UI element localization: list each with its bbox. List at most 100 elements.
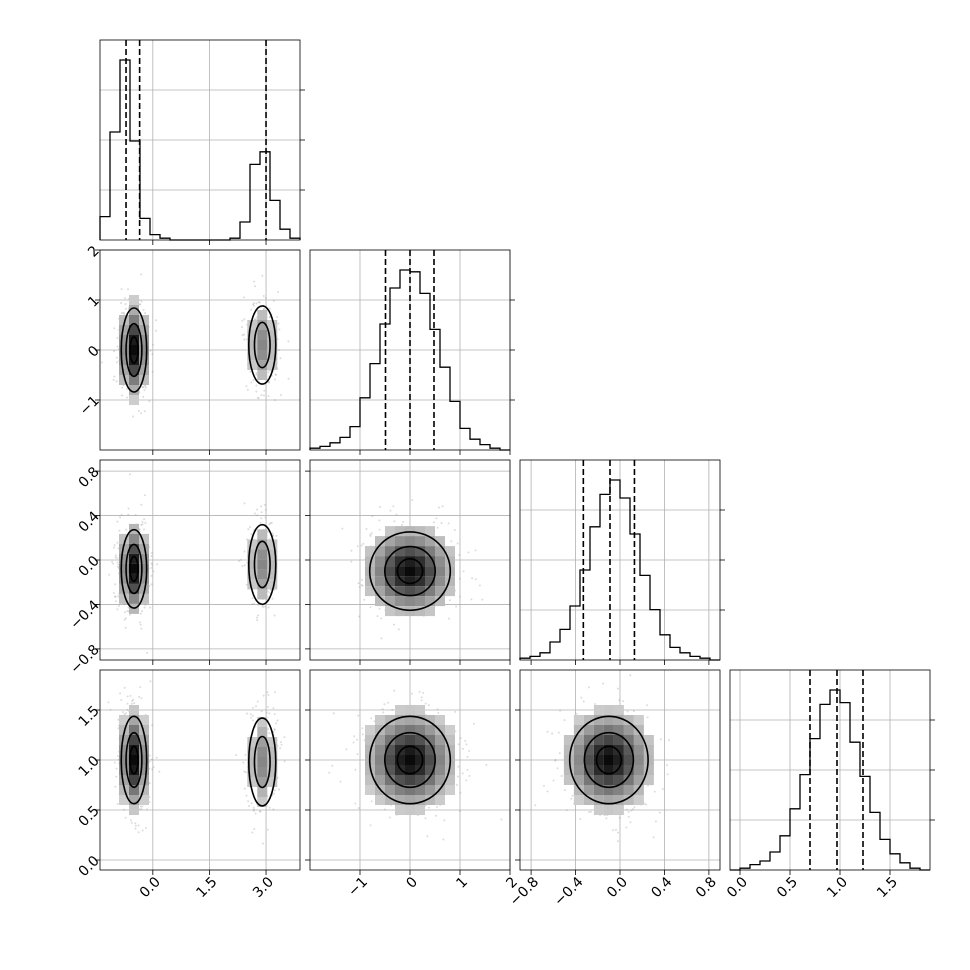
density-cell [395, 745, 405, 755]
x-tick-label: 3.0 [250, 874, 277, 901]
sample-point [350, 549, 353, 552]
density-cell [415, 536, 425, 547]
x-tick-label: 0 [403, 874, 421, 892]
sample-point [150, 552, 153, 555]
sample-point [143, 389, 146, 391]
sample-point [478, 584, 481, 587]
density-cell [415, 795, 425, 805]
panel-content [101, 273, 290, 418]
sample-point [243, 502, 246, 505]
density-cell [445, 785, 455, 795]
sample-point [362, 542, 365, 545]
sample-point [354, 802, 357, 805]
sample-point [132, 698, 135, 701]
sample-point [141, 523, 144, 526]
sample-point [455, 605, 458, 608]
sample-point [277, 322, 280, 325]
sample-point [116, 561, 119, 564]
sample-point [464, 739, 467, 742]
density-cell [593, 775, 604, 785]
density-cell [267, 330, 278, 340]
sample-point [428, 806, 430, 809]
sample-point [255, 302, 258, 305]
density-cell [385, 755, 395, 765]
sample-point [143, 410, 146, 413]
sample-point [143, 494, 146, 497]
sample-point [240, 558, 242, 561]
density-cell [365, 775, 375, 785]
density-cell [563, 735, 574, 745]
sample-point [140, 273, 143, 276]
sample-point [150, 555, 153, 557]
density-cell [623, 745, 634, 755]
sample-point [116, 803, 119, 805]
sample-point [143, 606, 146, 609]
density-cell [267, 360, 278, 370]
density-cell [247, 320, 258, 330]
sample-point [257, 301, 260, 304]
density-contour [568, 715, 649, 805]
sample-point [114, 583, 117, 586]
density-contour [247, 717, 277, 807]
sample-point [260, 511, 263, 514]
density-cell [633, 795, 644, 805]
density-cell [573, 795, 584, 805]
density-cell [129, 785, 139, 795]
sample-point [268, 316, 271, 318]
sample-point [272, 792, 275, 795]
density-cell [119, 573, 129, 584]
sample-point [369, 533, 372, 536]
density-cell [593, 725, 604, 735]
density-contour [247, 305, 277, 385]
sample-point [257, 603, 259, 606]
sample-point [618, 699, 621, 702]
density-cell [119, 745, 129, 755]
density-cell [395, 715, 405, 725]
sample-point [146, 651, 149, 654]
sample-point [256, 616, 258, 619]
density-cell [119, 533, 129, 544]
density-cell [257, 529, 268, 540]
sample-point [466, 755, 469, 758]
density-cell [395, 705, 405, 715]
sample-point [116, 336, 119, 339]
density-cell [365, 586, 375, 597]
sample-point [563, 789, 566, 792]
density-cell [623, 785, 634, 795]
density-cell [257, 579, 268, 590]
density-cell [435, 715, 445, 725]
density-cell [593, 785, 604, 795]
sample-point [129, 694, 132, 697]
sample-point [264, 508, 267, 511]
sample-point [268, 307, 271, 310]
sample-point [124, 297, 127, 300]
density-cell [613, 805, 624, 815]
sample-point [278, 328, 281, 331]
sample-point [118, 604, 120, 607]
sample-point [120, 288, 123, 291]
sample-point [156, 563, 159, 566]
density-cell [603, 805, 614, 815]
sample-point [287, 340, 290, 343]
density-cell [445, 546, 455, 557]
sample-point [462, 570, 465, 573]
sample-point [602, 682, 605, 685]
density-cell [139, 315, 149, 325]
sample-point [371, 515, 374, 518]
sample-point [260, 505, 263, 508]
sample-point [141, 610, 143, 613]
density-cell [247, 777, 258, 787]
density-cell [603, 715, 614, 725]
density-cell [129, 533, 139, 544]
density-cell [633, 775, 644, 785]
sample-point [140, 503, 143, 506]
sample-point [630, 809, 633, 812]
sample-point [331, 764, 334, 767]
density-cell [247, 539, 258, 550]
sample-point [126, 387, 129, 390]
sample-point [459, 737, 462, 740]
density-cell [257, 559, 268, 570]
density-cell [623, 755, 634, 765]
sample-point [256, 700, 259, 703]
density-cell [375, 765, 385, 775]
